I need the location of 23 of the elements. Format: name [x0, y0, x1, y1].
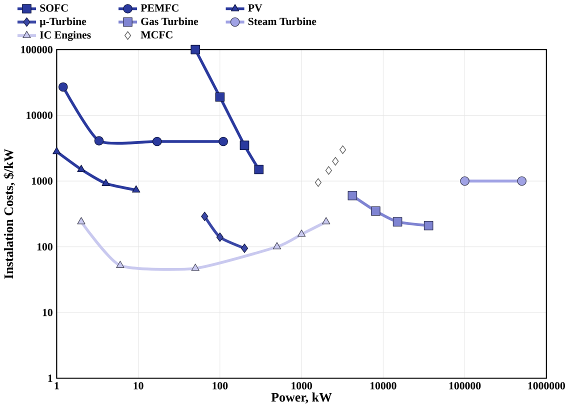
- x-tick-label: 1: [54, 382, 59, 390]
- legend-label: MCFC: [140, 31, 172, 38]
- legend-label: SOFC: [40, 4, 68, 12]
- x-tick-label: 100: [212, 382, 228, 390]
- x-tick-label: 10000: [370, 382, 396, 390]
- y-tick-label: 1: [48, 374, 52, 382]
- y-tick-label: 1000: [32, 177, 52, 185]
- x-tick-label: 1000: [292, 382, 312, 390]
- y-axis-title: Instalation Costs, $/kW: [4, 148, 16, 279]
- legend-label: IC Engines: [40, 30, 91, 41]
- y-tick-label: 100: [37, 243, 52, 250]
- y-tick-label: 10: [42, 308, 52, 316]
- x-tick-label: 1000000: [528, 382, 565, 390]
- legend-label: Steam Turbine: [248, 17, 316, 26]
- legend-label: µ-Turbine: [40, 17, 86, 28]
- legend-label: Gas Turbine: [141, 17, 198, 26]
- x-axis-title: Power, kW: [271, 392, 332, 404]
- y-tick-label: 10000: [26, 112, 52, 119]
- legend-label: PEMFC: [140, 4, 178, 12]
- x-tick-label: 100000: [449, 382, 481, 390]
- x-tick-label: 10: [134, 382, 144, 390]
- y-tick-label: 100000: [21, 46, 52, 54]
- legend-label: PV: [248, 4, 262, 12]
